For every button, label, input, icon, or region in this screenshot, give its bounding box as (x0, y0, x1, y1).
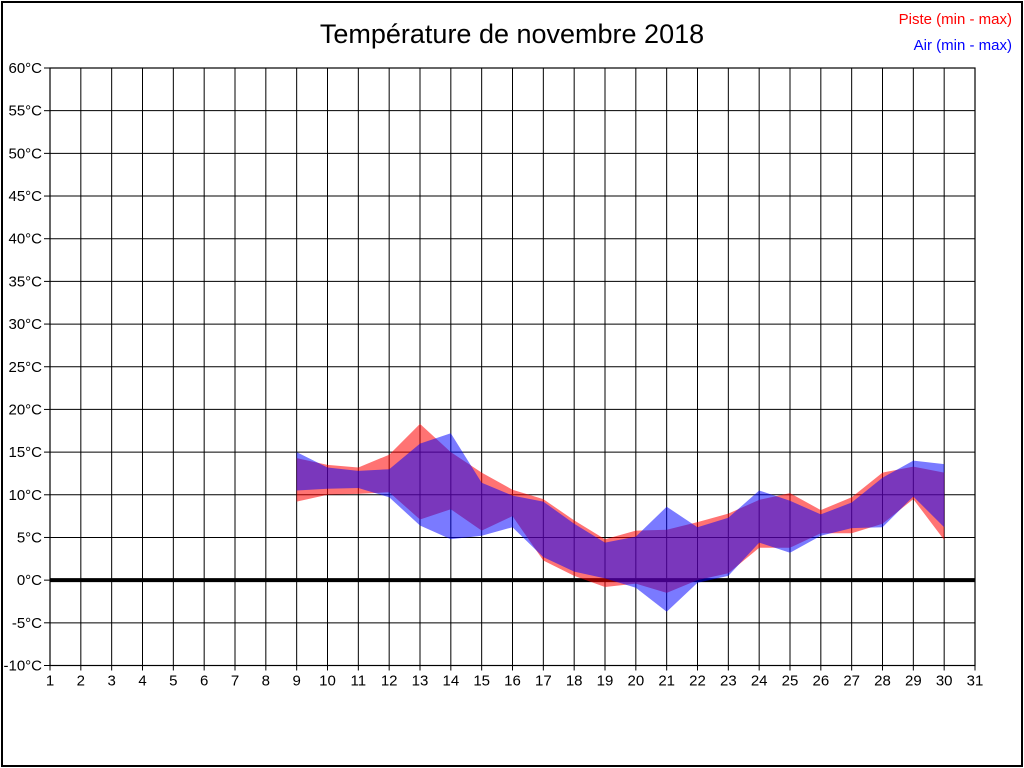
ytick-label-temp-60: 60°C (8, 60, 42, 77)
xtick-label-day-5: 5 (169, 673, 177, 690)
ytick-label-temp-35: 35°C (8, 273, 42, 290)
xtick-label-day-8: 8 (262, 673, 270, 690)
xtick-label-day-26: 26 (812, 673, 829, 690)
xtick-label-day-25: 25 (782, 673, 799, 690)
xtick-label-day-18: 18 (566, 673, 583, 690)
legend-piste-label: Piste (min - max) (898, 11, 1012, 28)
xtick-label-day-6: 6 (200, 673, 208, 690)
xtick-label-day-15: 15 (473, 673, 490, 690)
xtick-label-day-11: 11 (351, 673, 367, 690)
ytick-label-temp-50: 50°C (8, 145, 42, 162)
xtick-label-day-4: 4 (138, 673, 146, 690)
ytick-label-temp-25: 25°C (8, 359, 42, 376)
xtick-label-day-30: 30 (936, 673, 953, 690)
ytick-label-temp-30: 30°C (8, 316, 42, 333)
xtick-label-day-27: 27 (843, 673, 860, 690)
xtick-label-day-10: 10 (319, 673, 336, 690)
ytick-label-temp-20: 20°C (8, 401, 42, 418)
xtick-label-day-2: 2 (77, 673, 85, 690)
xtick-label-day-17: 17 (535, 673, 552, 690)
xtick-label-day-12: 12 (381, 673, 398, 690)
ytick-label-temp--5: -5°C (12, 615, 42, 632)
air-band (296, 433, 945, 612)
chart-title: Température de novembre 2018 (319, 19, 705, 49)
plot-border (49, 67, 976, 667)
ytick-label-temp--10: -10°C (3, 658, 42, 675)
xtick-label-day-1: 1 (46, 673, 54, 690)
xtick-label-day-7: 7 (231, 673, 239, 690)
xtick-label-day-3: 3 (107, 673, 115, 690)
legend-air-label: Air (min - max) (913, 37, 1012, 54)
xtick-label-day-16: 16 (504, 673, 521, 690)
xtick-label-day-13: 13 (412, 673, 429, 690)
xtick-label-day-9: 9 (292, 673, 300, 690)
xtick-label-day-20: 20 (627, 673, 644, 690)
ytick-label-temp-40: 40°C (8, 231, 42, 248)
xtick-label-day-19: 19 (597, 673, 614, 690)
ytick-label-temp-45: 45°C (8, 188, 42, 205)
xtick-label-day-22: 22 (689, 673, 706, 690)
xtick-label-day-23: 23 (720, 673, 737, 690)
legend: Piste (min - max) Air (min - max) (899, 7, 1012, 59)
ytick-label-temp-10: 10°C (8, 487, 42, 504)
ytick-label-temp-0: 0°C (17, 572, 42, 589)
ytick-label-temp-5: 5°C (17, 529, 42, 546)
ytick-label-temp-15: 15°C (8, 444, 42, 461)
xtick-label-day-29: 29 (905, 673, 922, 690)
ytick-label-temp-55: 55°C (8, 103, 42, 120)
xtick-label-day-31: 31 (967, 673, 984, 690)
xtick-label-day-28: 28 (874, 673, 891, 690)
xtick-label-day-24: 24 (751, 673, 768, 690)
xtick-label-day-14: 14 (442, 673, 459, 690)
xtick-label-day-21: 21 (658, 673, 675, 690)
